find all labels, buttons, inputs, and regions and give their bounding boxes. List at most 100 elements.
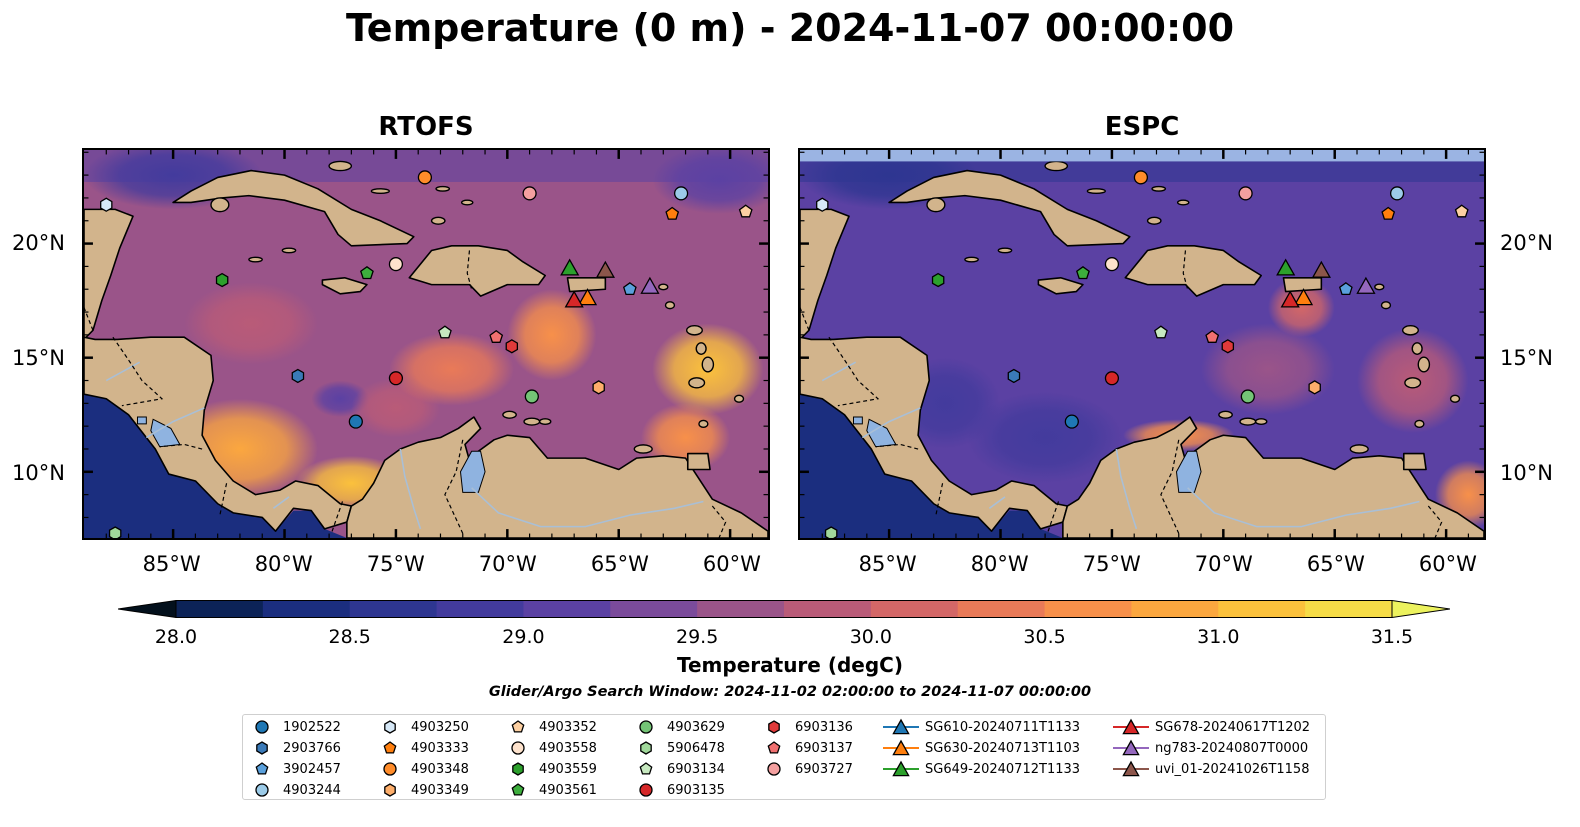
legend-label: 6903136 [795, 719, 853, 735]
island [733, 394, 745, 403]
island [688, 377, 706, 389]
argo-4903559 [931, 272, 945, 288]
argo-4903558 [388, 257, 404, 272]
legend-marker [383, 741, 397, 754]
lat-tick-label-right: 15°N [1500, 345, 1553, 370]
lake-managua [136, 416, 147, 425]
argo-4903250 [100, 197, 113, 212]
legend-label: 4903629 [667, 719, 725, 735]
legend-item: 4903333 [379, 738, 469, 758]
colorbar-segment [784, 600, 872, 618]
colorbar [118, 600, 1450, 618]
legend-label: 1902522 [283, 719, 341, 735]
island [1151, 185, 1167, 192]
legend-item: SG649-20240712T1133 [881, 759, 1080, 779]
country-border [444, 439, 464, 534]
island [698, 419, 709, 428]
legend-item: 4903629 [635, 717, 725, 737]
argo-4903333 [1381, 206, 1396, 220]
map-rtofs-svg [84, 150, 768, 538]
map-ticks [84, 150, 768, 538]
legend-glider-marker [1122, 760, 1140, 777]
island [1146, 216, 1162, 225]
colorbar-outline [175, 600, 1393, 618]
legend: 1902522 2903766 3902457 4903244 4903250 49033… [242, 714, 1326, 800]
colorbar-tick-label: 29.5 [675, 626, 719, 648]
island [1380, 301, 1392, 310]
legend-label: 4903348 [411, 761, 469, 777]
legend-argo-marker [639, 720, 653, 734]
argo-4903349 [1308, 380, 1321, 395]
land-cuba [888, 169, 1131, 247]
glider-ng783-20240807T0000 [1356, 276, 1376, 294]
island [1349, 444, 1369, 454]
lake-maracaibo [459, 450, 486, 493]
legend-argo-marker [256, 741, 268, 755]
legend-label: 4903244 [283, 782, 341, 798]
island [633, 444, 653, 454]
legend-marker [767, 762, 781, 776]
legend-argo-marker [767, 741, 781, 754]
panel-title-espc: ESPC [1104, 112, 1180, 142]
legend-item: 4903348 [379, 759, 469, 779]
island [1404, 377, 1422, 389]
legend-marker [768, 720, 780, 734]
legend-marker [1113, 739, 1149, 756]
lon-tick-label: 70°W [1194, 552, 1253, 576]
lon-tick-label: 65°W [590, 552, 649, 576]
land-yucatan [800, 208, 850, 341]
legend-marker [639, 783, 653, 797]
island [210, 197, 230, 213]
legend-item: 6903137 [763, 738, 853, 758]
pacific-field [84, 394, 347, 538]
colorbar-tick-label: 30.5 [1023, 626, 1066, 648]
colorbar-segment [1305, 600, 1393, 618]
argo-4903348 [417, 170, 432, 185]
river [399, 448, 422, 530]
country-border [466, 250, 473, 290]
island [1086, 188, 1106, 195]
country-border [1046, 501, 1060, 534]
legend-argo-marker [383, 741, 397, 754]
legend-label: 6903134 [667, 761, 725, 777]
legend-marker [639, 720, 653, 734]
argo-2903766 [1007, 368, 1021, 384]
lon-tick-label: 60°W [702, 552, 761, 576]
legend-item: 3902457 [251, 759, 341, 779]
land-trinidad [686, 452, 711, 471]
country-border [935, 483, 944, 516]
legend-item: ng783-20240807T0000 [1111, 738, 1308, 758]
colorbar-tick-label: 31.0 [1197, 626, 1240, 648]
legend-argo-marker [255, 783, 269, 797]
argo-4903629 [1240, 389, 1255, 404]
river [145, 407, 205, 439]
colorbar-segment [262, 600, 351, 618]
legend-argo-marker [384, 720, 396, 734]
land-trinidad [1402, 452, 1427, 471]
legend-item: 2903766 [251, 738, 341, 758]
island [964, 256, 979, 263]
legend-argo-marker [511, 720, 525, 733]
legend-label: uvi_01-20241026T1158 [1155, 761, 1310, 777]
lon-tick-label: 60°W [1418, 552, 1477, 576]
argo-6903137 [1205, 329, 1220, 343]
island [685, 325, 703, 336]
legend-label: 4903352 [539, 719, 597, 735]
island [538, 418, 552, 426]
legend-marker [883, 739, 919, 756]
lat-tick-label-right: 20°N [1500, 230, 1553, 255]
legend-label: 2903766 [283, 740, 341, 756]
country-border [875, 443, 919, 450]
legend-glider-marker [892, 718, 910, 735]
legend-item: 6903134 [635, 759, 725, 779]
legend-label: 5906478 [667, 740, 725, 756]
country-border [159, 443, 203, 450]
island [1417, 356, 1431, 373]
island [1239, 417, 1257, 426]
legend-item: 6903135 [635, 780, 725, 800]
legend-argo-marker [767, 762, 781, 776]
island [1411, 342, 1423, 355]
island [281, 247, 297, 254]
legend-item: 4903352 [507, 717, 597, 737]
island [997, 247, 1013, 254]
